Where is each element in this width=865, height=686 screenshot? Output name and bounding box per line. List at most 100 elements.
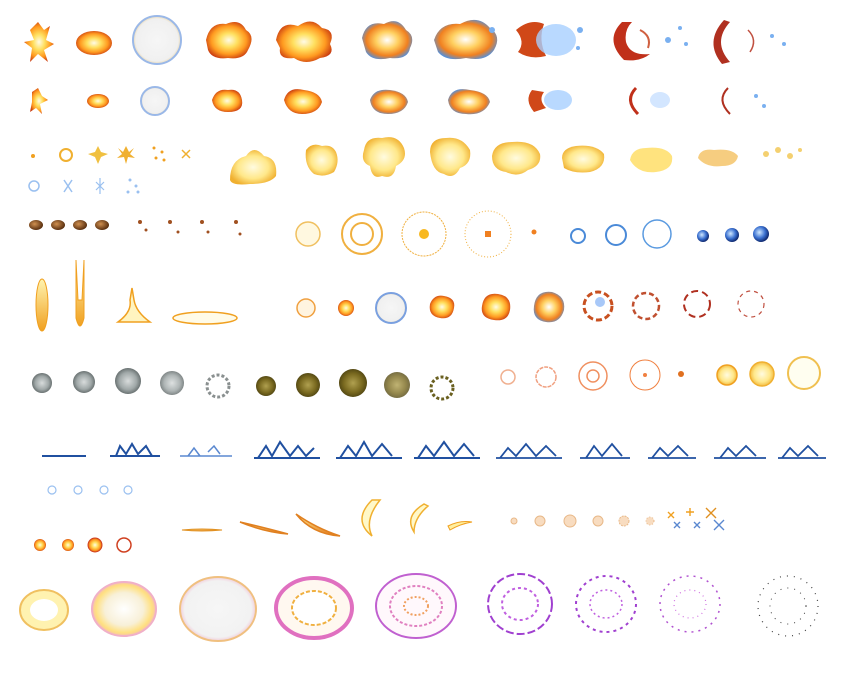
orange-burst-frame-4 (429, 295, 455, 319)
orange-burst-frame-10 (737, 290, 765, 318)
smoke-and-orange-rings-row (32, 356, 821, 401)
portal-frame-4 (274, 576, 354, 640)
explosion-frame-1 (24, 22, 54, 62)
small-explosion-frame-4 (212, 89, 243, 112)
splash-frame-6 (414, 440, 480, 459)
rock-frame-4 (95, 220, 109, 230)
blue-orb-frame-2 (725, 228, 739, 242)
slash-frame-6 (447, 521, 473, 531)
blue-bubble-group (47, 485, 133, 495)
explosion-frame-2 (76, 31, 112, 55)
explosion-frame-6 (362, 21, 413, 60)
olive-smoke-frame-3 (339, 369, 367, 397)
water-splash-row (42, 439, 826, 459)
small-explosion-frame-3 (140, 86, 170, 116)
olive-smoke-frame-1 (256, 376, 276, 396)
gray-smoke-frame-2 (73, 371, 95, 393)
orange-burst-frame-8 (631, 291, 661, 321)
cloud-burst-frame-9 (763, 147, 802, 159)
olive-smoke-frame-2 (296, 373, 320, 397)
cloud-burst-frame-7 (630, 147, 673, 173)
portal-frame-6 (487, 573, 553, 635)
cloud-burst-frame-5 (492, 141, 541, 175)
explosion-frame-9 (613, 22, 688, 61)
portal-frame-7 (575, 575, 637, 633)
blue-ring-frame-1 (570, 228, 586, 244)
splash-frame-10 (714, 444, 766, 459)
rocks-and-rings-row (29, 210, 769, 258)
beam-frame-1 (35, 278, 49, 332)
blue-ring-frame-2 (605, 224, 627, 246)
yellow-orb-frame-2 (749, 361, 775, 387)
magic-portal-row (19, 573, 819, 642)
explosion-frame-3 (132, 15, 182, 65)
yellow-orb-frame-3 (787, 356, 821, 390)
beams-and-orange-burst-row (35, 259, 765, 332)
cloud-burst-frame-6 (562, 145, 605, 173)
splash-frame-2 (110, 442, 160, 457)
cloud-burst-frame-3 (362, 137, 405, 177)
spark-frame-3 (88, 146, 108, 164)
slash-frame-4 (361, 499, 382, 537)
cloud-burst-frame-1 (230, 150, 277, 185)
splash-frame-8 (580, 442, 630, 459)
splash-frame-11 (778, 444, 826, 459)
slash-frame-5 (409, 503, 430, 535)
gray-smoke-frame-3 (115, 368, 141, 394)
sparks-and-cloud-burst-row (28, 137, 802, 194)
blue-orb-frame-1 (697, 230, 709, 242)
cross-spark-group (667, 507, 725, 531)
small-explosion-frame-2 (87, 94, 109, 108)
debris-group (138, 220, 242, 236)
bubbles-slash-and-puffs-row (34, 485, 725, 553)
fire-explosion-small-row (30, 86, 766, 116)
spark-frame-6 (181, 149, 191, 159)
splash-frame-7 (496, 442, 562, 459)
explosion-frame-8 (516, 22, 583, 58)
orange-burst-frame-5 (481, 293, 511, 321)
ring-frame-2 (341, 213, 383, 255)
ring-frame-3 (401, 211, 447, 257)
rock-frame-3 (73, 220, 87, 230)
orange-orb-group (34, 537, 132, 553)
orange-ring-frame-4 (629, 359, 661, 391)
small-explosion-frame-8 (528, 90, 572, 112)
orange-burst-frame-2 (338, 300, 354, 316)
spark-frame-2 (59, 148, 73, 162)
rock-frame-1 (29, 220, 43, 230)
small-explosion-frame-7 (448, 89, 490, 115)
explosion-frame-10 (713, 20, 786, 64)
portal-frame-9 (757, 575, 819, 637)
blue-orb-frame-3 (753, 226, 769, 242)
gray-smoke-frame-1 (32, 373, 52, 393)
orange-ring-frame-1 (500, 369, 516, 385)
splash-frame-3 (180, 444, 232, 457)
rock-frame-2 (51, 220, 65, 230)
explosion-frame-4 (206, 22, 252, 59)
portal-frame-8 (659, 575, 721, 633)
ring-frame-5 (531, 229, 537, 235)
olive-smoke-frame-4 (384, 372, 410, 398)
portal-frame-5 (375, 573, 457, 639)
beam-frame-2 (75, 259, 85, 327)
portal-frame-3 (179, 576, 257, 642)
splash-frame-9 (648, 444, 696, 459)
orange-ring-frame-2 (535, 366, 557, 388)
cloud-burst-frame-8 (698, 149, 738, 167)
explosion-frame-7 (434, 19, 498, 60)
gray-smoke-frame-5 (205, 373, 231, 399)
explosion-frame-5 (276, 21, 332, 63)
orange-burst-frame-3 (375, 292, 407, 324)
small-explosion-frame-10 (721, 87, 766, 115)
cloud-burst-frame-2 (305, 144, 338, 176)
small-explosion-frame-9 (629, 86, 670, 116)
fire-explosion-large-row (24, 15, 786, 65)
slash-frame-1 (181, 528, 223, 532)
beam-frame-4 (172, 311, 238, 325)
blue-ring-frame-3 (642, 219, 672, 249)
cloud-burst-frame-4 (430, 137, 471, 176)
small-explosion-frame-1 (30, 88, 48, 114)
olive-smoke-frame-5 (429, 375, 455, 401)
